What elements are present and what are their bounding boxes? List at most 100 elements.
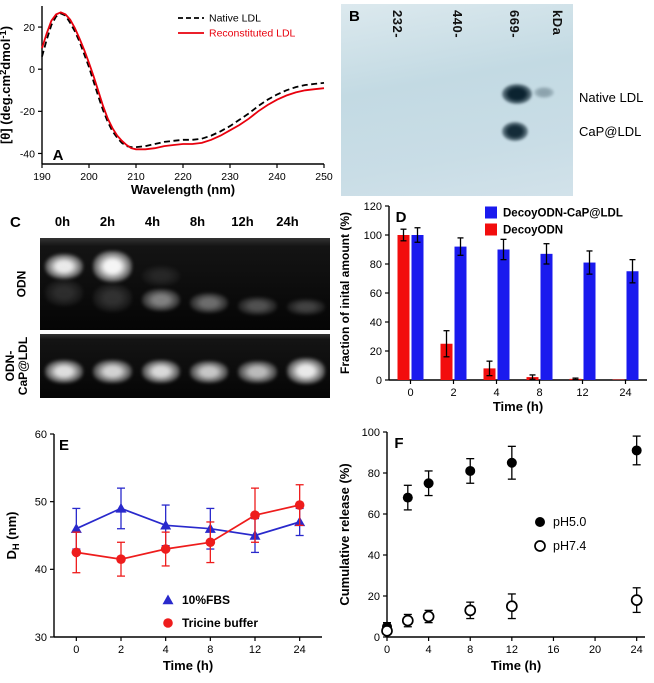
gel-band [238,296,277,316]
y-tick-label: 60 [368,509,380,521]
x-tick-label: 220 [174,171,192,183]
filled-circle-marker [631,445,642,456]
y-tick-label: 20 [368,591,380,603]
bar-decoyodn-cap@ldl [626,271,639,380]
open-circle-marker [401,614,414,627]
triangle-marker [115,502,127,513]
filled-circle-marker [506,457,517,468]
timepoint-2h: 2h [99,214,116,229]
gel-band [44,253,84,280]
y-tick-label: 40 [368,550,380,562]
series-tricine-buffer [76,504,300,561]
x-tick-label: 0 [73,644,79,656]
protein-band [502,84,533,105]
y-tick-label: 100 [364,230,382,242]
y-tick-label: 30 [35,632,47,644]
x-tick-label: 4 [426,644,432,656]
timepoint-8h: 8h [189,214,206,229]
gel-band [93,359,132,383]
bar-decoyodn-cap@ldl [540,253,553,380]
gel-band [189,293,229,314]
gel-image-odn [40,238,330,330]
gel-band [238,360,277,383]
y-tick-label: 0 [29,64,35,76]
y-axis-title: [θ] (deg.cm2dmol-1) [0,26,13,144]
kda-unit-label: kDa [550,10,565,36]
gel-band [141,265,181,286]
timepoint-labels: 0h 2h 4h 8h 12h 24h [40,214,310,229]
y-tick-label: 0 [374,632,380,644]
x-tick-label: 0 [407,387,413,399]
bar-decoyodn [440,343,453,380]
open-circle-marker [630,594,643,606]
y-axis-title: DH (nm) [4,512,21,560]
legend-label: Native LDL [209,13,261,25]
y-tick-label: 50 [35,496,47,508]
y-tick-label: 80 [368,468,380,480]
marker-669kda-label: 669- [507,10,522,39]
x-axis-title: Time (h) [491,658,541,673]
panel-c: C 0h 2h 4h 8h 12h 24h ODN ODN- CaP@LDL [0,200,335,422]
legend-label: DecoyODN-CaP@LDL [503,208,623,220]
y-tick-label: 120 [364,201,382,213]
gel-image-odn-cap-ldl [40,334,330,398]
x-tick-label: 24 [294,644,306,656]
x-tick-label: 8 [207,644,213,656]
circle-marker [250,510,260,520]
panel-a: -40 -20 0 20 190 200 210 220 230 240 250 Wavelength… [0,0,335,200]
bar-decoyodn-cap@ldl [583,262,596,380]
x-axis-title: Time (h) [493,399,543,414]
y-tick-label: 20 [23,22,35,34]
series-reconstituted-ldl [41,11,325,151]
open-circle-marker [505,600,518,613]
circle-marker [205,537,216,548]
band-label-native-ldl: Native LDL [579,90,644,105]
open-circle-marker [422,610,435,623]
series-native-ldl [41,12,325,148]
x-tick-label: 250 [315,171,333,183]
x-tick-label: 4 [163,644,169,656]
panel-f: 0 20 40 60 80 100 0 4 8 12 16 20 24 Time (h) Cumulativ… [335,422,654,683]
filled-circle-marker [402,492,413,503]
bar-decoyodn-cap@ldl [411,235,424,380]
x-tick-label: 12 [506,644,518,656]
x-tick-label: 24 [619,387,631,399]
panel-b: 232- 440- 669- kDa B Native LDL CaP@LDL [335,0,654,200]
gel-band [141,359,181,383]
y-tick-label: 0 [376,375,382,387]
circle-marker [116,554,126,564]
legend-label: pH5.0 [553,515,586,529]
x-tick-label: 2 [450,387,456,399]
y-tick-label: 40 [35,564,47,576]
cd-spectrum-chart: -40 -20 0 20 190 200 210 220 230 240 250 Wavelength… [0,6,333,197]
gel-band [141,288,181,311]
legend-label: Tricine buffer [182,616,258,630]
circle-marker [160,544,171,554]
x-tick-label: 2 [118,644,124,656]
panel-d: 0 20 40 60 80 100 120 0 2 4 8 12 24 Time (h) Fraction … [335,200,654,422]
panel-label-a: A [53,147,64,164]
legend-label: pH7.4 [553,539,586,553]
gel-band [189,360,229,383]
x-axis-title: Wavelength (nm) [131,182,235,197]
panel-label-d: D [396,209,407,226]
x-tick-label: 190 [33,171,51,183]
panel-label-f: F [394,435,403,452]
band-label-cap-ldl: CaP@LDL [579,124,642,139]
legend-label: 10%FBS [182,593,230,607]
timepoint-12h: 12h [231,214,254,229]
legend-swatch [485,206,497,219]
filled-circle-marker [535,517,545,527]
panel-c-label: C [10,214,21,231]
protein-band [533,86,555,99]
panel-label-e: E [59,437,69,454]
panel-e: 30 40 50 60 0 2 4 8 12 24 Time (h) DH (nm) 10%FBS Tri… [0,422,335,683]
x-tick-label: 240 [268,171,286,183]
panel-b-label: B [349,8,360,25]
x-tick-label: 24 [631,644,643,656]
y-tick-label: 60 [370,288,382,300]
open-circle-marker [381,625,393,637]
legend-label: Reconstituted LDL [209,28,296,40]
